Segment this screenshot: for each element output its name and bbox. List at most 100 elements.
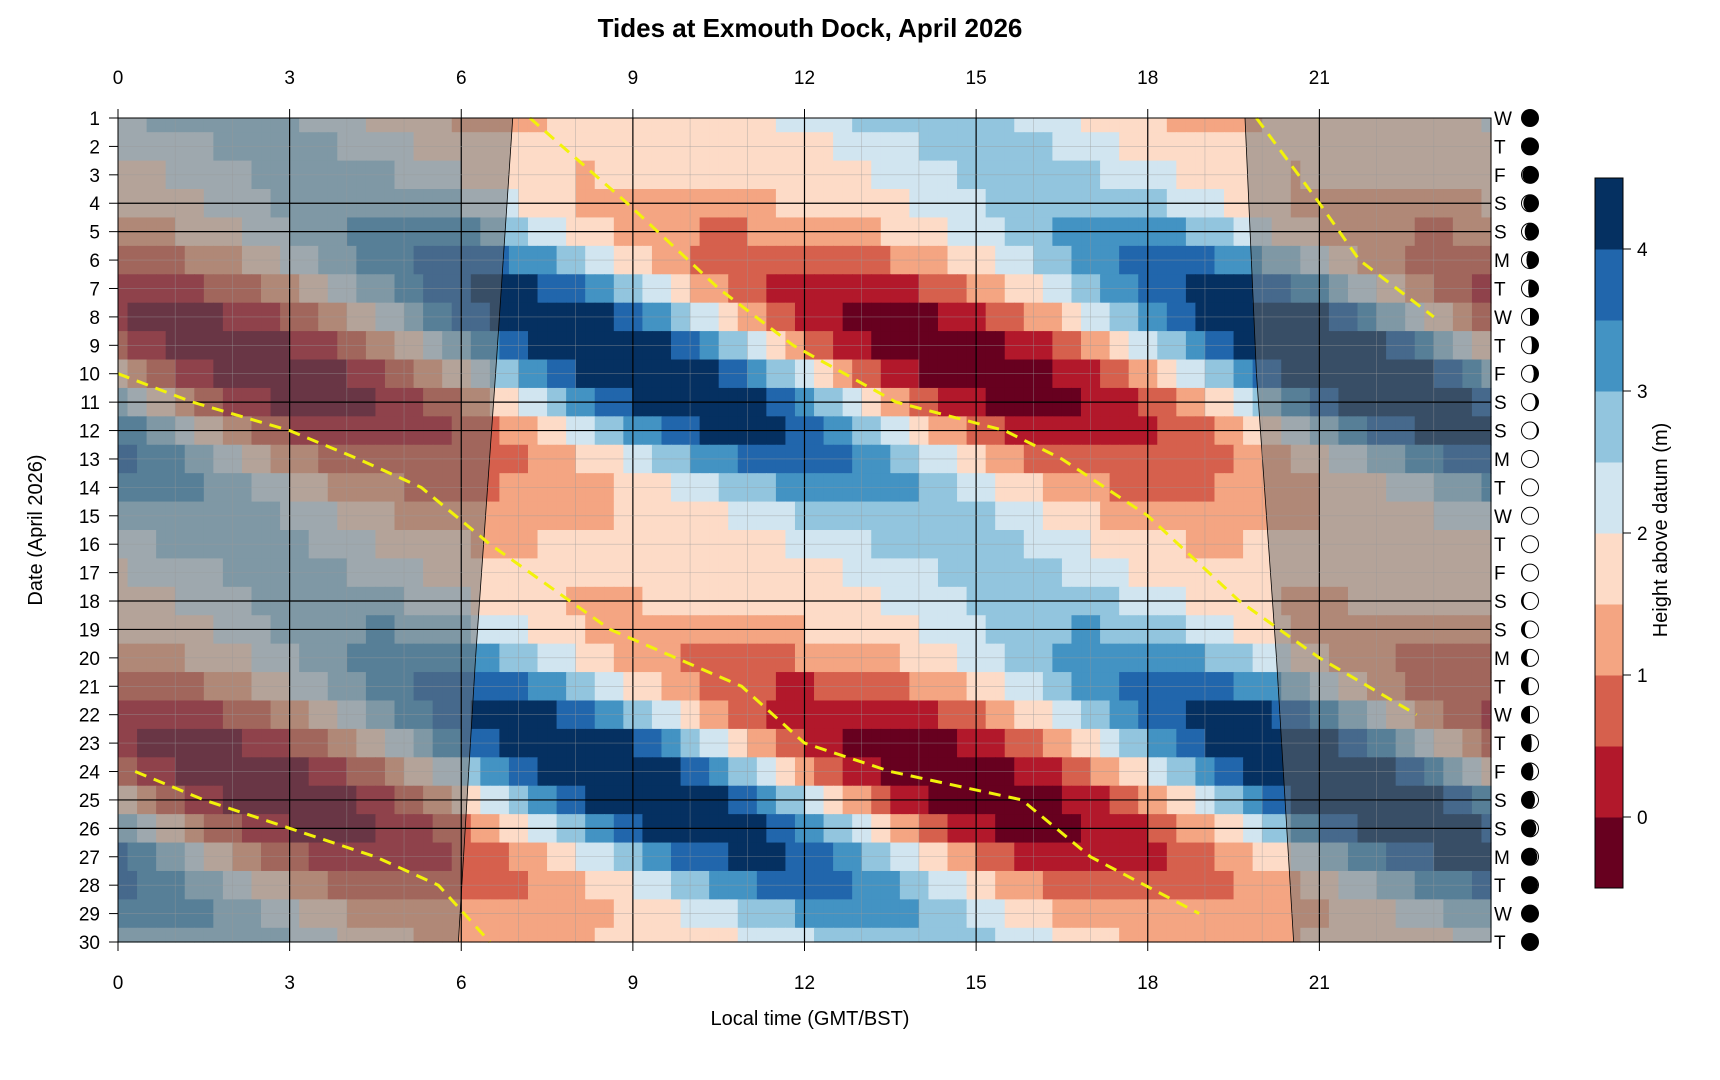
heatmap-cell (728, 132, 739, 162)
heatmap-cell (833, 274, 844, 304)
heatmap-cell (594, 132, 605, 162)
heatmap-cell (1147, 118, 1158, 133)
heatmap-cell (604, 643, 615, 673)
heatmap-cell (775, 132, 787, 162)
heatmap-cell (1081, 359, 1092, 389)
heatmap-cell (661, 359, 672, 389)
heatmap-cell (1147, 870, 1158, 900)
heatmap-cell (918, 501, 930, 531)
heatmap-cell (976, 728, 987, 758)
heatmap-cell (718, 927, 729, 943)
day-of-week-label: M (1494, 450, 1510, 471)
heatmap-cell (861, 728, 872, 758)
heatmap-cell (632, 643, 644, 673)
heatmap-cell (852, 643, 863, 673)
heatmap-cell (842, 274, 853, 304)
moon-outline (1521, 336, 1539, 355)
heatmap-cell (604, 274, 615, 304)
heatmap-cell (1166, 643, 1177, 673)
heatmap-cell (718, 118, 729, 133)
heatmap-cell (1081, 274, 1092, 304)
y-tick-label: 29 (79, 905, 100, 926)
heatmap-cell (575, 728, 586, 758)
heatmap-cell (499, 359, 510, 389)
heatmap-cell (852, 728, 863, 758)
heatmap-cell (1157, 132, 1168, 162)
heatmap-cell (823, 274, 834, 304)
heatmap-cell (823, 870, 834, 900)
heatmap-cell (585, 118, 596, 133)
heatmap-cell (766, 870, 777, 900)
heatmap-cell (833, 132, 844, 162)
x-tick-label-top: 12 (794, 68, 815, 89)
heatmap-cell (823, 359, 834, 389)
heatmap-cell (556, 870, 567, 900)
heatmap-cell (537, 728, 548, 758)
heatmap-cell (575, 118, 586, 133)
heatmap-cell (642, 927, 653, 943)
heatmap-cell (499, 501, 510, 531)
heatmap-cell (1100, 274, 1111, 304)
heatmap-cell (594, 501, 605, 531)
heatmap-cell (1157, 728, 1168, 758)
heatmap-cell (747, 927, 758, 943)
y-tick-label: 8 (89, 308, 100, 329)
heatmap-cell (947, 501, 958, 531)
heatmap-cell (957, 359, 968, 389)
heatmap-cell (632, 132, 644, 162)
heatmap-cell (1214, 728, 1225, 758)
heatmap-cell (1147, 274, 1158, 304)
heatmap-cell (709, 359, 720, 389)
moon-outline (1521, 819, 1539, 838)
heatmap-cell (1147, 359, 1158, 389)
heatmap-cell (1204, 870, 1216, 900)
day-of-week-label: W (1494, 507, 1512, 528)
moon-lit-part (1521, 279, 1530, 297)
heatmap-cell (1109, 643, 1120, 673)
heatmap-cell (775, 274, 787, 304)
x-axis-title: Local time (GMT/BST) (711, 1008, 910, 1030)
heatmap-cell (651, 118, 663, 133)
heatmap-cell (623, 274, 634, 304)
heatmap-cell (1214, 501, 1225, 531)
heatmap-cell (1224, 728, 1235, 758)
heatmap-cell (995, 274, 1006, 304)
heatmap-cell (623, 118, 634, 133)
heatmap-cell (1157, 274, 1168, 304)
moon-lit-part (1521, 507, 1539, 525)
heatmap-cell (537, 643, 548, 673)
heatmap-cell (852, 501, 863, 531)
day-of-week-label: W (1494, 706, 1512, 727)
heatmap-cell (985, 118, 996, 133)
heatmap-cell (1100, 501, 1111, 531)
heatmap-cell (623, 132, 634, 162)
heatmap-cell (680, 132, 691, 162)
heatmap-cell (785, 359, 796, 389)
heatmap-cell (775, 643, 787, 673)
heatmap-cell (1138, 274, 1149, 304)
heatmap-cell (680, 501, 691, 531)
heatmap-cell (1128, 728, 1139, 758)
heatmap-cell (957, 927, 968, 943)
heatmap-cell (747, 728, 758, 758)
heatmap-cell (966, 274, 977, 304)
heatmap-cell (1071, 927, 1082, 943)
heatmap-cell (556, 359, 567, 389)
heatmap-cell (508, 501, 520, 531)
moon-outline (1521, 478, 1539, 497)
heatmap-cell (966, 728, 977, 758)
moon-lit-part (1530, 791, 1539, 809)
heatmap-cell (594, 274, 605, 304)
heatmap-cell (756, 359, 767, 389)
heatmap-cell (814, 118, 825, 133)
heatmap-cell (985, 728, 996, 758)
heatmap-cell (918, 728, 930, 758)
moon-outline (1521, 677, 1539, 696)
heatmap-cell (1185, 359, 1197, 389)
heatmap-cell (814, 274, 825, 304)
heatmap-cell (880, 870, 891, 900)
heatmap-cell (1100, 132, 1111, 162)
heatmap-cell (728, 643, 739, 673)
heatmap-cell (785, 870, 796, 900)
heatmap-cell (566, 927, 577, 943)
